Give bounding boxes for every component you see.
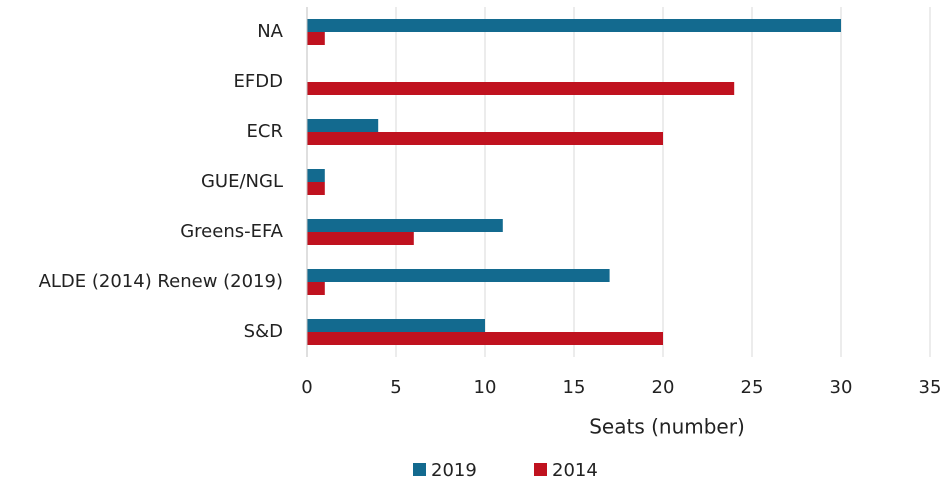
y-tick-label: ALDE (2014) Renew (2019) <box>39 271 283 292</box>
bar <box>307 269 610 282</box>
x-tick-label: 0 <box>301 377 312 398</box>
bar <box>307 319 485 332</box>
legend-label: 2014 <box>552 460 598 481</box>
legend-swatch <box>534 463 547 476</box>
bar <box>307 19 841 32</box>
x-tick-label: 25 <box>741 377 764 398</box>
y-tick-label: EFDD <box>234 71 283 92</box>
bar <box>307 282 325 295</box>
x-tick-label: 30 <box>830 377 853 398</box>
bar <box>307 119 379 132</box>
bar <box>307 169 325 182</box>
legend-swatch <box>413 463 426 476</box>
bar <box>307 182 325 195</box>
y-tick-label: GUE/NGL <box>201 171 283 192</box>
bar <box>307 219 503 232</box>
y-tick-label: NA <box>257 21 283 42</box>
bar <box>307 332 663 345</box>
x-tick-label: 35 <box>919 377 942 398</box>
legend-label: 2019 <box>431 460 477 481</box>
y-tick-label: ECR <box>247 121 283 142</box>
bar <box>307 232 414 245</box>
x-axis-label: Seats (number) <box>589 415 745 439</box>
x-tick-label: 10 <box>474 377 497 398</box>
x-tick-label: 15 <box>563 377 586 398</box>
x-tick-label: 20 <box>652 377 675 398</box>
x-tick-label: 5 <box>390 377 401 398</box>
bar <box>307 82 735 95</box>
y-tick-label: Greens-EFA <box>180 221 283 242</box>
y-tick-label: S&D <box>244 321 283 342</box>
bar <box>307 132 663 145</box>
bar <box>307 32 325 45</box>
